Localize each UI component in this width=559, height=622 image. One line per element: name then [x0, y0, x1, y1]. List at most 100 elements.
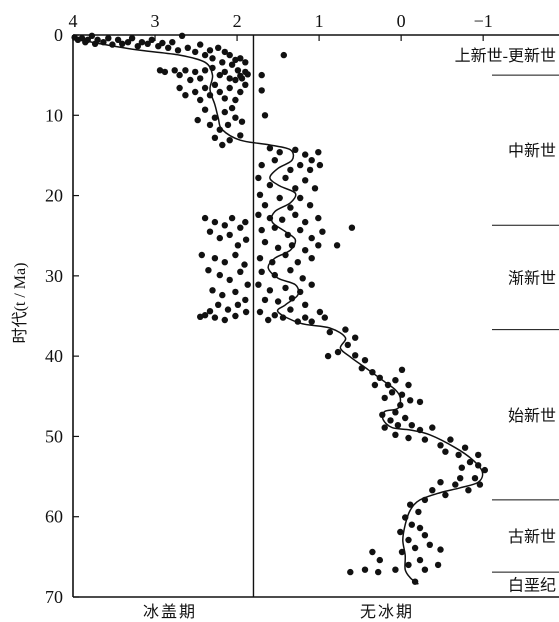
data-point	[211, 81, 219, 89]
x-tick-label: 2	[233, 11, 242, 31]
data-point	[221, 222, 228, 229]
data-point	[216, 88, 223, 96]
data-point	[134, 43, 141, 50]
data-point	[221, 259, 228, 266]
data-point	[466, 458, 474, 466]
data-point	[228, 104, 236, 112]
data-point	[124, 39, 132, 46]
data-point	[211, 134, 219, 141]
data-point	[258, 71, 265, 79]
data-point	[299, 275, 306, 282]
data-point	[232, 56, 239, 64]
x-tick-label: 3	[151, 11, 160, 31]
data-point	[221, 316, 228, 324]
data-point	[276, 194, 283, 202]
data-point	[342, 326, 349, 333]
data-point	[371, 381, 379, 389]
data-point	[201, 106, 209, 113]
epoch-label: 古新世	[508, 528, 556, 546]
data-point	[241, 261, 248, 268]
data-point	[201, 67, 209, 74]
data-point	[361, 357, 369, 364]
data-point	[221, 108, 228, 116]
y-tick-label: 20	[45, 186, 63, 206]
data-point	[242, 236, 250, 243]
data-point	[256, 255, 264, 262]
data-point	[148, 36, 155, 43]
data-point	[261, 112, 269, 119]
data-point	[232, 251, 239, 259]
data-point	[161, 68, 169, 76]
data-point	[205, 267, 212, 274]
data-point	[194, 116, 201, 124]
data-point	[308, 234, 315, 242]
data-point	[442, 491, 449, 499]
data-point	[292, 146, 299, 153]
data-point	[458, 464, 465, 471]
data-point	[316, 308, 324, 316]
data-point	[237, 72, 244, 80]
data-point	[297, 226, 304, 234]
data-point	[315, 242, 322, 249]
data-point	[408, 521, 415, 528]
data-point	[405, 434, 412, 442]
data-point	[452, 481, 459, 488]
data-point	[226, 276, 233, 284]
data-point	[242, 308, 250, 316]
data-point	[375, 568, 382, 576]
data-point	[114, 36, 122, 43]
data-point	[398, 548, 406, 556]
data-point	[242, 59, 249, 66]
data-point	[315, 149, 322, 156]
data-point	[216, 234, 223, 242]
data-point	[481, 466, 488, 474]
data-point	[226, 51, 233, 59]
epoch-label: 白垩纪	[508, 577, 556, 595]
data-point	[198, 251, 205, 259]
data-point	[221, 48, 228, 56]
data-point	[261, 238, 269, 246]
y-tick-label: 60	[45, 507, 63, 527]
data-point	[398, 366, 406, 373]
data-point	[224, 306, 232, 313]
data-point	[442, 448, 449, 455]
data-point	[429, 487, 436, 494]
data-point	[334, 348, 342, 356]
data-point	[242, 218, 249, 226]
data-point	[215, 44, 222, 51]
data-point	[405, 561, 412, 569]
data-point	[407, 397, 414, 404]
data-point	[216, 71, 223, 79]
data-point	[287, 166, 294, 174]
data-point	[316, 161, 324, 169]
data-point	[201, 214, 209, 222]
data-point	[352, 334, 359, 341]
data-point	[174, 47, 182, 54]
data-point	[416, 398, 424, 406]
axes	[72, 34, 559, 598]
data-point	[402, 414, 409, 422]
data-point	[274, 298, 282, 305]
data-point	[255, 211, 262, 218]
data-point	[105, 35, 112, 42]
data-point	[421, 436, 429, 443]
data-point	[159, 39, 166, 47]
data-point	[376, 556, 383, 564]
data-point	[292, 211, 299, 218]
data-point	[226, 137, 233, 144]
data-point	[171, 67, 178, 74]
data-point	[269, 259, 276, 266]
data-point	[392, 566, 399, 573]
data-point	[397, 528, 404, 536]
data-point	[182, 92, 189, 99]
data-point	[315, 214, 322, 222]
data-point	[232, 288, 239, 296]
data-point	[192, 88, 199, 96]
epoch-label: 渐新世	[508, 269, 556, 287]
data-point	[388, 389, 396, 396]
data-point	[219, 291, 226, 299]
data-point	[237, 268, 244, 275]
data-point	[206, 228, 214, 235]
